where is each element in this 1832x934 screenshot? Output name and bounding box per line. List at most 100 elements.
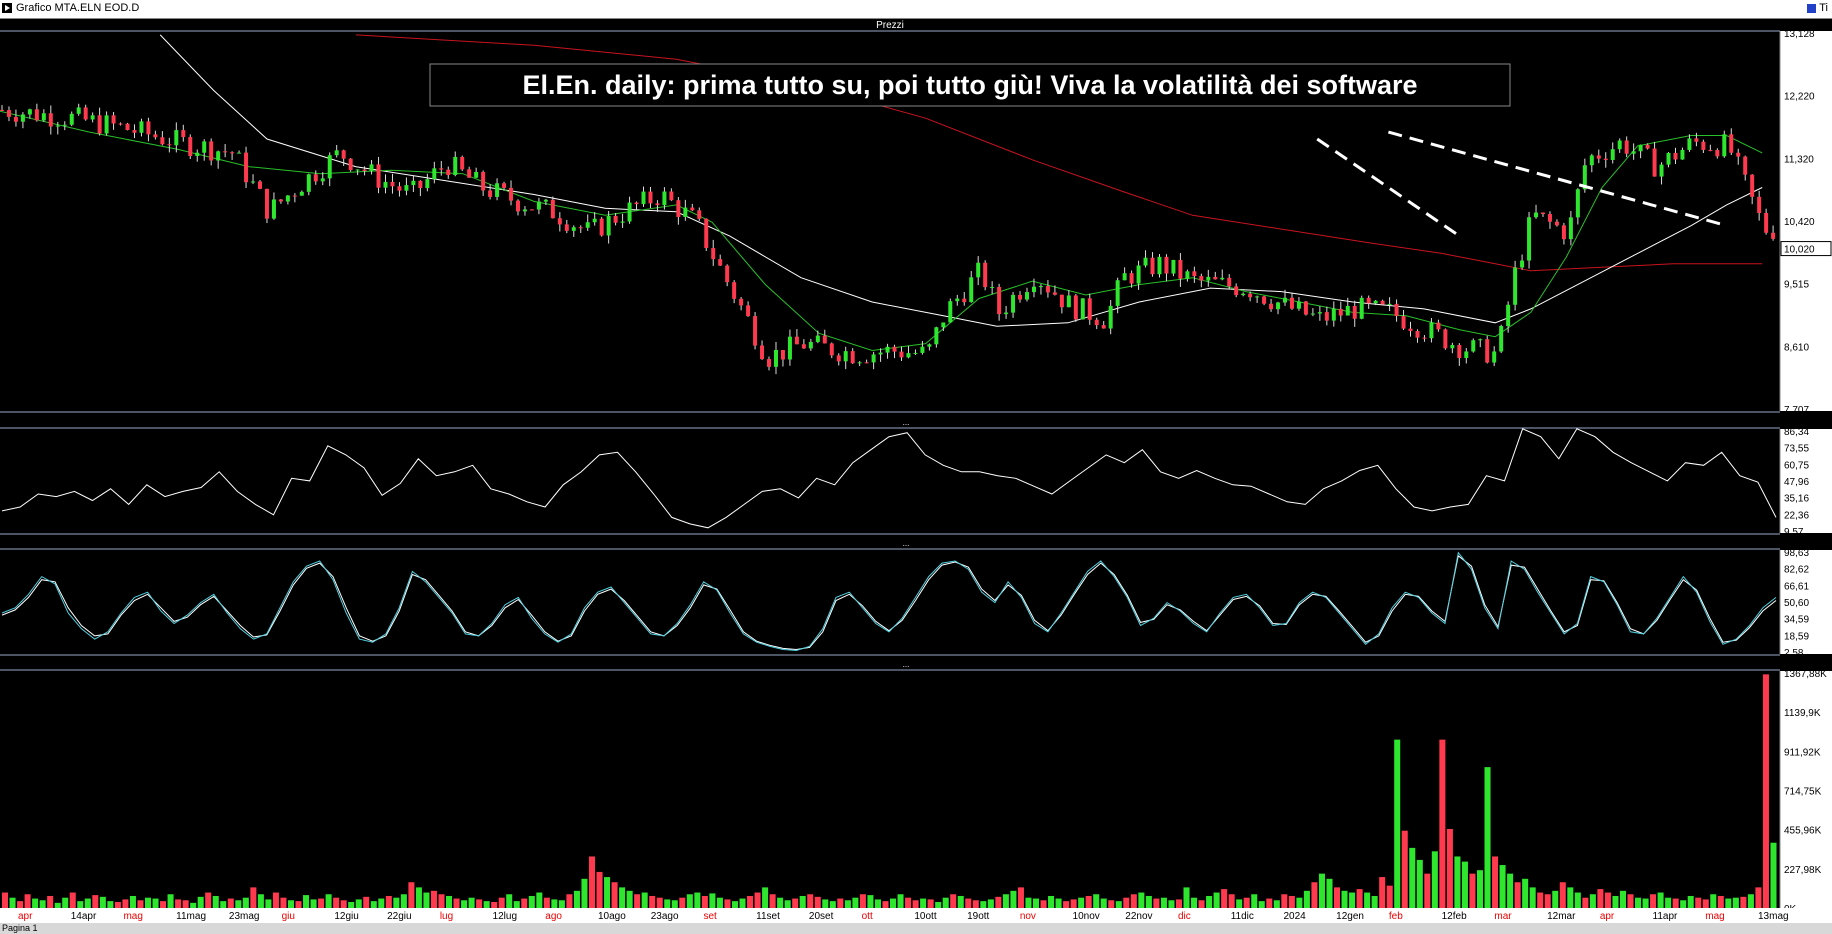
y-tick-label: 7,707 xyxy=(1784,405,1809,416)
window-title: Grafico MTA.ELN EOD.D xyxy=(16,2,140,14)
trend-line[interactable] xyxy=(1387,130,1728,228)
volume-bar xyxy=(867,895,874,908)
price-candle xyxy=(1513,267,1518,305)
panel-divider[interactable] xyxy=(0,654,1832,671)
volume-bar xyxy=(348,901,355,908)
price-candle xyxy=(425,179,430,189)
price-candle xyxy=(1296,301,1301,309)
y-axis-panel-0 xyxy=(1780,31,1832,411)
price-candle xyxy=(41,113,46,121)
price-candle xyxy=(411,180,416,186)
volume-bar xyxy=(17,901,24,908)
price-candle xyxy=(606,215,611,236)
volume-bar xyxy=(701,895,708,908)
panel-divider[interactable] xyxy=(0,411,1832,429)
volume-bar xyxy=(47,895,54,908)
price-candle xyxy=(1492,351,1497,363)
sheet-tab-bar[interactable]: Pagina 1 xyxy=(0,923,1832,934)
sheet-tab[interactable]: Pagina 1 xyxy=(2,923,38,933)
volume-bar xyxy=(769,894,776,908)
price-candle xyxy=(1025,292,1030,300)
volume-bar xyxy=(1747,894,1754,908)
volume-bar xyxy=(99,896,106,908)
price-candle xyxy=(1206,276,1211,281)
price-candle xyxy=(188,137,193,157)
window-controls[interactable]: Ti xyxy=(1807,2,1828,14)
x-tick-label: nov xyxy=(1020,911,1036,922)
window-control-icon[interactable] xyxy=(1807,3,1817,13)
price-candle xyxy=(1289,297,1294,309)
volume-bar xyxy=(1032,898,1040,908)
volume-bar xyxy=(340,900,347,908)
panel-divider[interactable] xyxy=(0,533,1832,550)
y-tick-label: 455,96K xyxy=(1784,826,1822,837)
price-candle xyxy=(278,199,283,202)
price-candle xyxy=(1534,212,1539,218)
x-tick-label: 13mag xyxy=(1758,911,1789,922)
volume-bar xyxy=(1160,897,1167,908)
x-tick-label: apr xyxy=(1600,911,1615,922)
trend-line[interactable] xyxy=(1316,137,1461,238)
volume-bar xyxy=(777,897,784,908)
y-tick-label: 18,59 xyxy=(1784,631,1809,642)
price-candle xyxy=(760,345,765,360)
volume-bar xyxy=(965,898,972,908)
price-candle xyxy=(746,305,751,317)
price-candle xyxy=(1185,271,1190,279)
volume-bar xyxy=(1115,901,1122,908)
price-candle xyxy=(1317,312,1322,314)
price-candle xyxy=(1087,298,1092,320)
volume-bar xyxy=(438,894,445,908)
price-candle xyxy=(1401,316,1406,329)
price-candle xyxy=(509,187,514,201)
volume-bar xyxy=(453,898,460,908)
chart-area[interactable]: Prezzi......... 13,128 12,220 11,320 10,420 9… xyxy=(0,19,1832,923)
price-candle xyxy=(502,183,507,188)
price-candle xyxy=(1171,259,1176,274)
x-tick-label: 10ott xyxy=(914,911,936,922)
price-candle xyxy=(1059,294,1064,308)
price-candle xyxy=(1276,302,1281,310)
price-candle xyxy=(913,352,918,354)
volume-bar xyxy=(874,899,881,908)
volume-bar xyxy=(1198,900,1205,908)
volume-bar xyxy=(220,901,227,908)
volume-bar xyxy=(1732,897,1739,908)
volume-bar xyxy=(1085,895,1092,908)
price-candle xyxy=(1499,326,1504,352)
x-tick-label: 23mag xyxy=(229,911,260,922)
volume-bar xyxy=(1048,895,1055,908)
volume-bar xyxy=(664,899,671,908)
price-candle xyxy=(111,115,116,124)
volume-bar xyxy=(573,890,580,908)
x-tick-label: 10nov xyxy=(1073,911,1100,922)
volume-bar xyxy=(1273,900,1280,908)
volume-bar xyxy=(1206,895,1213,908)
volume-bar xyxy=(363,896,370,908)
price-candle xyxy=(1115,280,1120,306)
annotation-box[interactable] xyxy=(429,63,1511,107)
volume-bar xyxy=(1537,892,1544,908)
volume-bar xyxy=(1431,851,1438,908)
volume-bar xyxy=(175,899,182,908)
price-candle xyxy=(550,199,555,219)
volume-bar xyxy=(1687,895,1694,908)
price-candle xyxy=(1520,260,1525,268)
price-candle xyxy=(1094,319,1099,326)
volume-bar xyxy=(1574,892,1581,908)
price-candle xyxy=(209,141,214,161)
price-candle xyxy=(934,327,939,345)
price-candle xyxy=(1338,308,1343,316)
volume-bar xyxy=(77,901,84,908)
price-candle xyxy=(334,150,339,156)
volume-bar xyxy=(1379,877,1386,908)
volume-bar xyxy=(942,897,949,908)
price-candle xyxy=(801,344,806,349)
price-panel-title: Prezzi xyxy=(876,20,904,31)
x-tick-label: 14apr xyxy=(71,911,97,922)
price-candle xyxy=(1666,152,1671,165)
volume-bar xyxy=(1680,900,1687,908)
volume-bar xyxy=(912,900,919,908)
price-candle xyxy=(432,168,437,180)
price-candle xyxy=(97,115,102,134)
